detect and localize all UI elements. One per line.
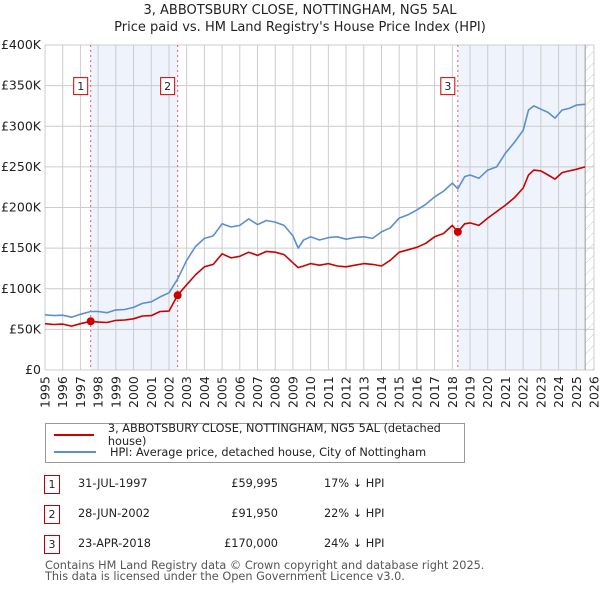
y-tick-label: £250K [1, 159, 42, 174]
chart-title: 3, ABBOTSBURY CLOSE, NOTTINGHAM, NG5 5AL [143, 3, 457, 18]
x-tick-label: 2024 [551, 376, 566, 408]
x-tick-label: 2015 [392, 376, 407, 408]
x-tick-label: 2023 [533, 376, 548, 408]
x-tick-label: 2014 [374, 376, 389, 408]
sale-number-badge: 3 [44, 535, 60, 554]
sale-point [173, 291, 182, 300]
x-tick-label: 2010 [303, 376, 318, 408]
sale-price: £59,995 [231, 477, 278, 490]
x-tick-label: 2008 [268, 376, 283, 408]
sale-annotation-box [160, 77, 176, 96]
x-tick-label: 2006 [232, 376, 247, 408]
x-tick-label: 1995 [38, 376, 53, 408]
x-tick-label: 2001 [144, 376, 159, 408]
y-tick-label: £200K [1, 200, 42, 215]
y-tick-label: £100K [1, 281, 42, 296]
legend-label-hpi: HPI: Average price, detached house, City… [110, 445, 427, 459]
legend-item-hpi: HPI: Average price, detached house, City… [54, 444, 426, 460]
sale-hpi-diff: 17% ↓ HPI [324, 477, 385, 490]
sale-annotation-box [73, 77, 89, 96]
sale-annotation-box [440, 77, 456, 96]
x-tick-label: 2004 [197, 376, 212, 408]
y-tick-label: £150K [1, 240, 42, 255]
x-tick-label: 2003 [179, 376, 194, 408]
sale-number-badge: 1 [44, 475, 60, 494]
sale-annotation-label: 1 [77, 80, 84, 93]
x-tick-label: 2013 [356, 376, 371, 408]
x-tick-label: 2007 [250, 376, 265, 408]
x-tick-label: 2026 [587, 376, 600, 408]
y-tick-label: £300K [1, 118, 42, 133]
future-hatch [585, 45, 594, 370]
legend-item-property: 3, ABBOTSBURY CLOSE, NOTTINGHAM, NG5 5AL… [54, 422, 464, 448]
footer-line-licence: This data is licensed under the Open Gov… [45, 570, 405, 583]
x-tick-label: 2002 [161, 376, 176, 408]
sale-price: £170,000 [224, 537, 278, 550]
x-tick-label: 1999 [108, 376, 123, 408]
x-tick-label: 2012 [339, 376, 354, 408]
chart-subtitle: Price paid vs. HM Land Registry's House … [114, 20, 486, 35]
hpi-line [44, 103, 586, 319]
sale-hpi-diff: 24% ↓ HPI [324, 537, 385, 550]
x-tick-label: 2020 [480, 376, 495, 408]
x-tick-label: 1998 [91, 376, 106, 408]
legend-label-property: 3, ABBOTSBURY CLOSE, NOTTINGHAM, NG5 5AL… [107, 422, 441, 448]
sale-annotation-label: 3 [444, 80, 451, 93]
x-tick-label: 2009 [285, 376, 300, 408]
legend-swatch-hpi [54, 451, 96, 453]
sale-point [453, 227, 462, 236]
property-price-line [44, 166, 586, 327]
sale-annotation-label: 2 [164, 80, 171, 93]
x-tick-label: 1996 [55, 376, 70, 408]
x-tick-label: 2022 [516, 376, 531, 408]
y-tick-label: £400K [1, 37, 42, 52]
x-tick-label: 1997 [73, 376, 88, 408]
footer-line-copyright: Contains HM Land Registry data © Crown c… [45, 559, 485, 572]
y-tick-label: £350K [1, 78, 42, 93]
x-tick-label: 2025 [569, 376, 584, 408]
x-tick-label: 2016 [409, 376, 424, 408]
legend-swatch-property [54, 434, 94, 436]
x-tick-label: 2021 [498, 376, 513, 408]
sale-row: 3 23-APR-2018 £170,000 24% ↓ HPI [44, 535, 564, 555]
x-tick-label: 2018 [445, 376, 460, 408]
y-tick-label: £0 [25, 362, 41, 377]
sale-date: 31-JUL-1997 [78, 477, 148, 490]
sale-date: 28-JUN-2002 [78, 507, 150, 520]
x-tick-label: 2000 [126, 376, 141, 408]
x-tick-label: 2005 [215, 376, 230, 408]
sale-hpi-diff: 22% ↓ HPI [324, 507, 385, 520]
footer-attribution: Contains HM Land Registry data © Crown c… [45, 560, 484, 582]
x-tick-label: 2011 [321, 376, 336, 408]
x-tick-label: 2019 [463, 376, 478, 408]
sale-date: 23-APR-2018 [78, 537, 151, 550]
x-tick-label: 2017 [427, 376, 442, 408]
price-chart: £0 £50K £100K £150K £200K £250K £300K £350K £400… [1, 37, 600, 408]
sale-point [86, 317, 95, 326]
legend: 3, ABBOTSBURY CLOSE, NOTTINGHAM, NG5 5AL… [45, 422, 465, 463]
sale-number-badge: 2 [44, 505, 60, 524]
sale-row: 2 28-JUN-2002 £91,950 22% ↓ HPI [44, 505, 564, 525]
sale-row: 1 31-JUL-1997 £59,995 17% ↓ HPI [44, 475, 564, 495]
sale-price: £91,950 [231, 507, 278, 520]
y-tick-label: £50K [9, 321, 42, 336]
